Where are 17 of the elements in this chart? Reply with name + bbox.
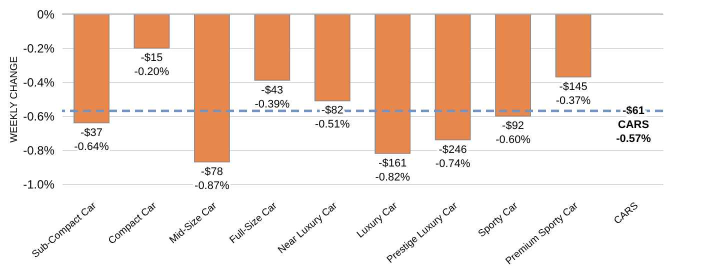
data-label: -$82 -0.51% xyxy=(314,104,350,131)
data-label: -$15 -0.20% xyxy=(134,52,170,78)
y-tick-label: -1.0% xyxy=(23,178,55,192)
data-label: -$92 -0.60% xyxy=(496,120,531,146)
data-label: -$78 -0.87% xyxy=(194,166,230,192)
y-axis-title: WEEKLY CHANGE xyxy=(9,56,20,143)
data-label: -$145 -0.37% xyxy=(556,80,591,107)
y-tick-label: -0.8% xyxy=(23,144,55,158)
y-tick-label: -0.2% xyxy=(23,42,55,56)
data-label: -$43 -0.39% xyxy=(254,84,290,110)
data-label: -$37 -0.64% xyxy=(74,126,110,153)
data-label: -$246 -0.74% xyxy=(435,144,470,170)
y-tick-label: -0.6% xyxy=(23,110,55,124)
y-tick-label: -0.4% xyxy=(23,76,55,90)
y-tick-label: 0% xyxy=(37,8,55,22)
data-label: -$161 -0.82% xyxy=(375,157,410,184)
ref-line-label: -$61 CARS -0.57% xyxy=(616,104,652,145)
